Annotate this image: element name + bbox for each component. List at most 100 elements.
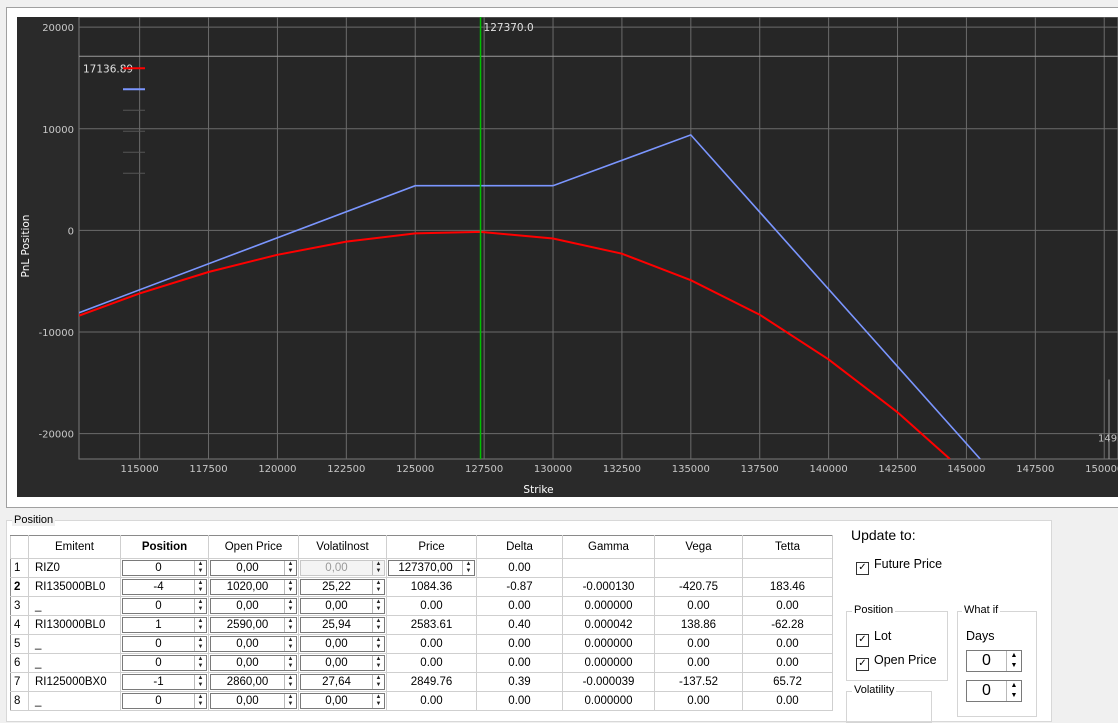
emitent-cell[interactable]: _ [28, 653, 121, 673]
open-price-spinner-value[interactable]: 2590,00 [226, 619, 269, 631]
open-price-cell[interactable]: 2860,00 ▲ ▼ [208, 672, 299, 692]
spin-up-icon[interactable]: ▲ [465, 561, 472, 567]
open-price-spinner[interactable]: 2860,00 ▲ ▼ [210, 674, 297, 690]
spin-up-icon[interactable]: ▲ [197, 618, 204, 624]
spin-down-icon[interactable]: ▼ [375, 663, 382, 669]
spin-down-icon[interactable]: ▼ [375, 644, 382, 650]
volatility-cell[interactable]: 27,64 ▲ ▼ [298, 672, 387, 692]
open-price-spinner-value[interactable]: 0,00 [236, 600, 259, 612]
volatility-cell[interactable]: 0,00 ▲ ▼ [298, 558, 387, 578]
spin-up-icon[interactable]: ▲ [197, 637, 204, 643]
price-cell[interactable]: 2583.61 [386, 615, 477, 635]
spin-down-icon[interactable]: ▼ [197, 606, 204, 612]
pnl-expiration-line[interactable] [79, 133, 981, 459]
open-price-spinner-value[interactable]: 0,00 [236, 695, 259, 707]
open-price-spinner[interactable]: 0,00 ▲ ▼ [210, 655, 297, 671]
position-cell[interactable]: 0 ▲ ▼ [120, 558, 209, 578]
spin-up-icon[interactable]: ▲ [287, 599, 294, 605]
open-price-spinner-value[interactable]: 0,00 [236, 638, 259, 650]
volatility-spinner-value[interactable]: 0,00 [325, 657, 348, 669]
emitent-cell[interactable]: RI130000BL0 [28, 615, 121, 635]
spin-up-icon[interactable]: ▲ [375, 580, 382, 586]
position-cell[interactable]: 0 ▲ ▼ [120, 691, 209, 711]
spin-down-icon[interactable]: ▼ [375, 625, 382, 631]
row-number[interactable]: 7 [10, 672, 29, 692]
position-cell[interactable]: -4 ▲ ▼ [120, 577, 209, 597]
table-row[interactable]: 7 RI125000BX0 -1 ▲ ▼ 2860,00 ▲ ▼ 27,64 ▲ ▼ 2849.76 0… [10, 672, 833, 692]
spin-down-icon[interactable]: ▼ [197, 587, 204, 593]
row-number[interactable]: 5 [10, 634, 29, 654]
position-spinner-value[interactable]: 1 [155, 619, 162, 631]
spin-up-icon[interactable]: ▲ [375, 618, 382, 624]
open-price-spinner[interactable]: 0,00 ▲ ▼ [210, 693, 297, 709]
spin-down-icon[interactable]: ▼ [1010, 692, 1018, 699]
spin-down-icon[interactable]: ▼ [287, 644, 294, 650]
row-number[interactable]: 3 [10, 596, 29, 616]
position-spinner[interactable]: 0 ▲ ▼ [122, 655, 207, 671]
spin-up-icon[interactable]: ▲ [197, 580, 204, 586]
position-spinner-value[interactable]: 0 [155, 600, 162, 612]
position-spinner[interactable]: 0 ▲ ▼ [122, 636, 207, 652]
days-value[interactable]: 0 [982, 652, 991, 669]
spin-down-icon[interactable]: ▼ [197, 682, 204, 688]
spin-up-icon[interactable]: ▲ [197, 561, 204, 567]
price-cell[interactable]: 0.00 [386, 653, 477, 673]
table-row[interactable]: 1 RIZ0 0 ▲ ▼ 0,00 ▲ ▼ 0,00 ▲ ▼ 127370,00 ▲ ▼ 0.00 [10, 558, 833, 578]
spin-up-icon[interactable]: ▲ [287, 694, 294, 700]
row-number[interactable]: 1 [10, 558, 29, 578]
row-number[interactable]: 4 [10, 615, 29, 635]
spin-up-icon[interactable]: ▲ [375, 675, 382, 681]
spin-down-icon[interactable]: ▼ [287, 606, 294, 612]
volatility-spinner[interactable]: 0,00 ▲ ▼ [300, 598, 385, 614]
spin-down-icon[interactable]: ▼ [287, 682, 294, 688]
spin-up-icon[interactable]: ▲ [287, 561, 294, 567]
volatility-cell[interactable]: 0,00 ▲ ▼ [298, 691, 387, 711]
position-spinner-value[interactable]: 0 [155, 638, 162, 650]
position-cell[interactable]: 0 ▲ ▼ [120, 653, 209, 673]
delta-header[interactable]: Delta [476, 535, 563, 559]
spin-down-icon[interactable]: ▼ [287, 663, 294, 669]
volatility-cell[interactable]: 0,00 ▲ ▼ [298, 653, 387, 673]
position-cell[interactable]: 0 ▲ ▼ [120, 596, 209, 616]
emitent-cell[interactable]: _ [28, 634, 121, 654]
pnl-current-curve[interactable] [79, 230, 951, 459]
emitent-cell[interactable]: _ [28, 596, 121, 616]
position-spinner-value[interactable]: 0 [155, 657, 162, 669]
table-row[interactable]: 8 _ 0 ▲ ▼ 0,00 ▲ ▼ 0,00 ▲ ▼ 0.00 0.00 0.000000 0.00 0.0… [10, 691, 833, 711]
price-cell[interactable]: 2849.76 [386, 672, 477, 692]
position-spinner[interactable]: -4 ▲ ▼ [122, 579, 207, 595]
second-spinner[interactable]: 0 ▲ ▼ [966, 680, 1022, 702]
position-header[interactable]: Position [120, 535, 209, 559]
volatilnost-header[interactable]: Volatilnost [298, 535, 387, 559]
open-price-spinner[interactable]: 2590,00 ▲ ▼ [210, 617, 297, 633]
future-price-checkbox[interactable]: ✓ Future Price [856, 557, 942, 575]
volatility-cell[interactable]: 0,00 ▲ ▼ [298, 596, 387, 616]
spin-up-icon[interactable]: ▲ [375, 637, 382, 643]
spin-up-icon[interactable]: ▲ [375, 599, 382, 605]
days-spinner[interactable]: 0 ▲ ▼ [966, 650, 1022, 672]
position-cell[interactable]: 0 ▲ ▼ [120, 634, 209, 654]
emitent-header[interactable]: Emitent [28, 535, 121, 559]
spin-down-icon[interactable]: ▼ [287, 701, 294, 707]
volatility-spinner[interactable]: 25,94 ▲ ▼ [300, 617, 385, 633]
volatility-spinner-value[interactable]: 0,00 [325, 562, 348, 574]
spin-down-icon[interactable]: ▼ [287, 625, 294, 631]
emitent-cell[interactable]: _ [28, 691, 121, 711]
volatility-spinner-value[interactable]: 25,94 [322, 619, 351, 631]
open-price-spinner-value[interactable]: 0,00 [236, 562, 259, 574]
spin-up-icon[interactable]: ▲ [197, 656, 204, 662]
spin-down-icon[interactable]: ▼ [375, 606, 382, 612]
volatility-cell[interactable]: 25,22 ▲ ▼ [298, 577, 387, 597]
table-row[interactable]: 4 RI130000BL0 1 ▲ ▼ 2590,00 ▲ ▼ 25,94 ▲ ▼ 2583.61 0.… [10, 615, 833, 635]
table-row[interactable]: 5 _ 0 ▲ ▼ 0,00 ▲ ▼ 0,00 ▲ ▼ 0.00 0.00 0.000000 0.00 0.0… [10, 634, 833, 654]
volatility-spinner-value[interactable]: 0,00 [325, 600, 348, 612]
volatility-spinner-value[interactable]: 0,00 [325, 695, 348, 707]
position-spinner-value[interactable]: -4 [153, 581, 164, 593]
price-spinner-value[interactable]: 127370,00 [398, 562, 453, 574]
spin-down-icon[interactable]: ▼ [197, 663, 204, 669]
spin-down-icon[interactable]: ▼ [1010, 662, 1018, 669]
position-spinner[interactable]: 0 ▲ ▼ [122, 598, 207, 614]
open-price-spinner-value[interactable]: 2860,00 [226, 676, 269, 688]
position-spinner[interactable]: -1 ▲ ▼ [122, 674, 207, 690]
volatility-spinner[interactable]: 0,00 ▲ ▼ [300, 560, 385, 576]
